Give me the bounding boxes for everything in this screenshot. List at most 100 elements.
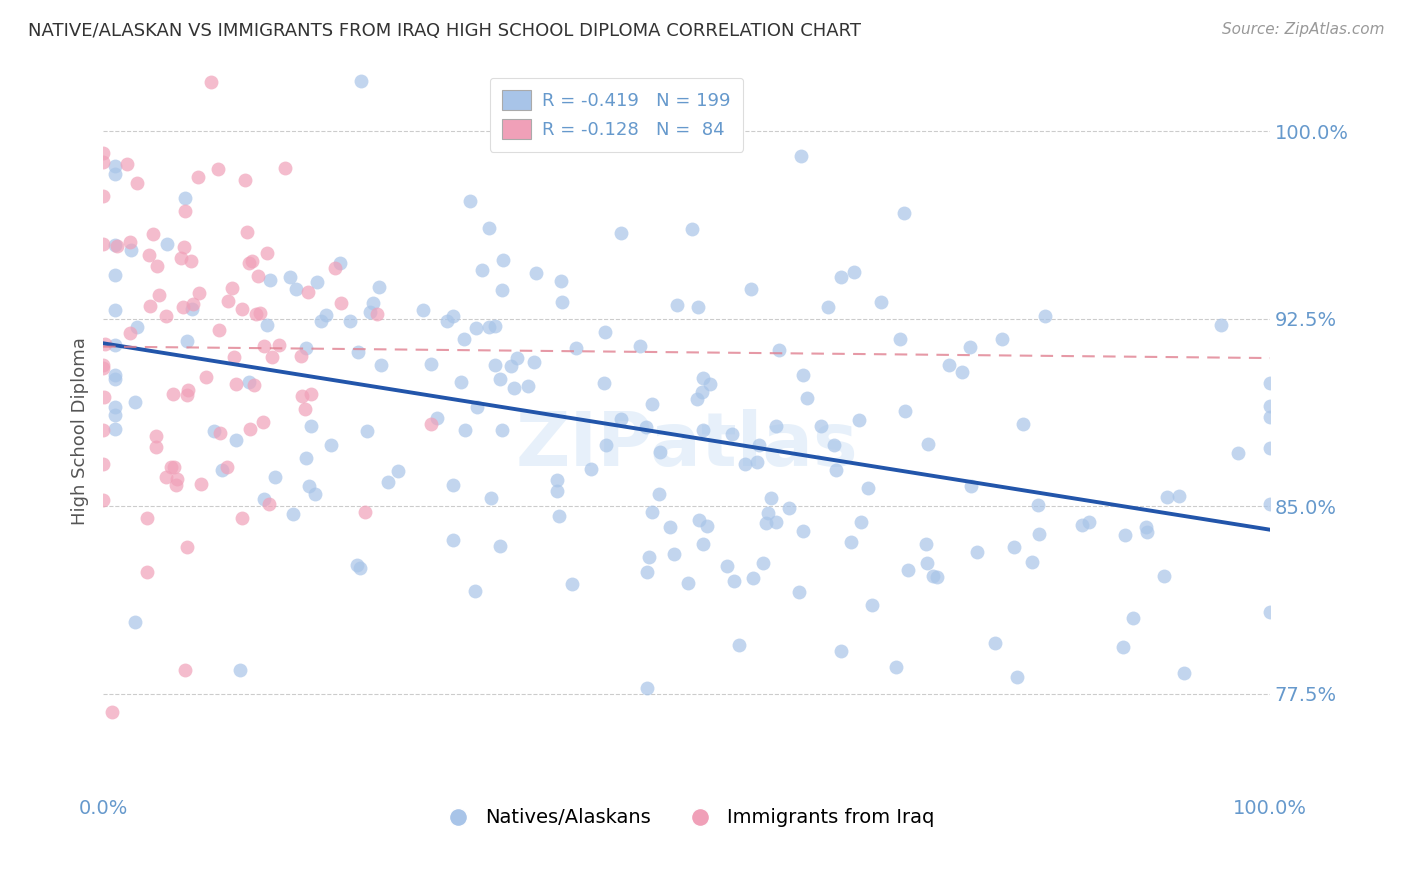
Point (810, 418, 832, 433)
Point (104, 409, 127, 423)
Point (127, 319, 149, 334)
Point (115, 157, 138, 171)
Point (156, 237, 179, 252)
Point (361, 296, 384, 310)
Point (104, 268, 127, 282)
Point (319, 438, 342, 452)
Point (187, 169, 209, 184)
Point (546, 473, 568, 487)
Point (165, 478, 187, 492)
Point (218, 294, 240, 309)
Point (1112, 640, 1135, 654)
Point (420, 417, 443, 432)
Point (294, 341, 316, 355)
Point (145, 441, 167, 455)
Point (884, 660, 907, 674)
Point (690, 384, 713, 399)
Point (225, 433, 247, 447)
Point (174, 203, 197, 218)
Point (264, 470, 287, 484)
Point (441, 477, 464, 491)
Point (1002, 540, 1025, 554)
Point (176, 334, 198, 348)
Point (768, 343, 790, 357)
Point (491, 283, 513, 297)
Point (648, 486, 671, 500)
Point (595, 437, 617, 451)
Point (517, 379, 540, 393)
Point (278, 269, 301, 284)
Point (1011, 417, 1033, 432)
Point (741, 571, 763, 585)
Point (740, 282, 762, 296)
Point (650, 445, 672, 459)
Point (299, 419, 322, 434)
Point (231, 511, 253, 525)
Point (105, 239, 128, 253)
Point (298, 479, 321, 493)
Point (790, 149, 813, 163)
Point (91, 423, 114, 437)
Point (91, 492, 114, 507)
Point (921, 569, 943, 583)
Point (225, 377, 247, 392)
Point (104, 400, 127, 414)
Point (420, 357, 443, 371)
Point (959, 340, 981, 354)
Point (692, 423, 714, 437)
Point (960, 479, 983, 493)
Point (579, 462, 602, 476)
Point (297, 285, 319, 300)
Point (1258, 441, 1281, 455)
Point (350, 74, 373, 88)
Point (138, 299, 160, 313)
Point (188, 285, 211, 300)
Point (359, 304, 381, 318)
Point (893, 206, 915, 220)
Point (104, 368, 127, 383)
Point (222, 350, 245, 364)
Point (328, 255, 350, 269)
Point (91, 358, 114, 372)
Point (370, 359, 392, 373)
Point (104, 167, 127, 181)
Point (207, 323, 229, 337)
Point (304, 487, 326, 501)
Point (676, 575, 699, 590)
Point (550, 274, 572, 288)
Point (256, 246, 278, 260)
Point (104, 238, 127, 252)
Point (748, 437, 770, 451)
Point (436, 314, 458, 328)
Point (190, 477, 212, 491)
Point (1258, 376, 1281, 390)
Point (281, 507, 304, 521)
Point (950, 365, 973, 379)
Point (610, 411, 633, 425)
Point (285, 282, 308, 296)
Point (211, 463, 233, 477)
Point (1227, 446, 1250, 460)
Point (104, 372, 127, 386)
Point (915, 536, 938, 550)
Point (377, 475, 399, 489)
Point (915, 556, 938, 570)
Point (551, 295, 574, 310)
Point (208, 426, 231, 441)
Point (412, 303, 434, 318)
Point (172, 300, 194, 314)
Point (686, 392, 709, 406)
Point (991, 333, 1014, 347)
Point (207, 162, 229, 177)
Point (458, 194, 481, 209)
Point (145, 429, 167, 443)
Point (315, 308, 337, 322)
Point (842, 265, 865, 279)
Point (492, 253, 515, 268)
Point (91, 189, 114, 203)
Point (267, 338, 290, 352)
Point (848, 413, 870, 427)
Point (450, 375, 472, 389)
Point (229, 663, 252, 677)
Legend: Natives/Alaskans, Immigrants from Iraq: Natives/Alaskans, Immigrants from Iraq (432, 800, 942, 835)
